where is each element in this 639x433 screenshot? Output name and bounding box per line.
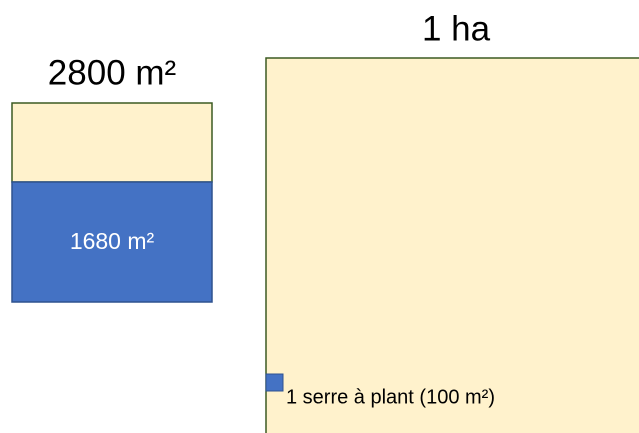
planted-area bbox=[11, 181, 213, 303]
greenhouse-label: 1 serre à plant (100 m²) bbox=[286, 386, 495, 408]
hectare-area bbox=[265, 57, 639, 433]
planted-label: 1680 m² bbox=[70, 228, 155, 254]
right-title: 1 ha bbox=[422, 9, 491, 48]
left-title: 2800 m² bbox=[48, 53, 176, 92]
field-area bbox=[11, 102, 213, 183]
greenhouse bbox=[265, 373, 284, 392]
